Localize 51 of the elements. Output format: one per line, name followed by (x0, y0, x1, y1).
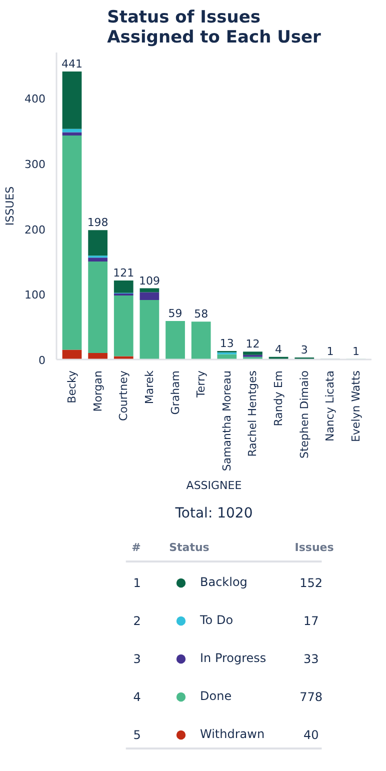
text: Issues (294, 541, 334, 554)
total-label: 441 (61, 58, 82, 71)
text: Status (169, 541, 210, 554)
x-tick-label: Stephen Dimaio (298, 370, 311, 459)
text: # (132, 541, 141, 554)
x-tick-label: Courtney (117, 370, 130, 421)
total-label: 59 (168, 307, 182, 320)
total-label: 1 (352, 344, 360, 358)
y-tick-label: 100 (24, 288, 46, 302)
total-label: 109 (138, 274, 160, 288)
text: 5 (133, 728, 141, 742)
legend-label: Done (200, 688, 232, 705)
total-label: 1 (326, 344, 334, 358)
text: 152 (300, 576, 323, 590)
text: Total: 1020 (174, 506, 253, 522)
y-tick-label: 0 (38, 354, 46, 367)
x-tick-label: Marek (142, 370, 156, 404)
text: 2 (133, 614, 141, 628)
total-label: 198 (87, 216, 108, 230)
y-axis-title: ISSUES (4, 186, 17, 226)
x-axis-title: ASSIGNEE (186, 479, 242, 492)
text: 3 (133, 652, 141, 666)
total-label: 58 (194, 308, 208, 321)
y-tick-label: 400 (24, 92, 46, 106)
x-tick-label: Becky (65, 370, 78, 404)
total-label: 12 (246, 338, 260, 351)
text: 33 (303, 652, 319, 666)
total-label: 3 (300, 344, 308, 357)
text: 4 (133, 690, 141, 704)
text: 17 (303, 614, 319, 628)
total-label: 121 (113, 266, 134, 280)
legend-label: In Progress (200, 650, 266, 667)
legend-label: To Do (200, 612, 234, 629)
text: 40 (303, 728, 319, 742)
y-tick-label: 200 (24, 223, 46, 236)
x-tick-label: Evelyn Watts (350, 370, 363, 442)
x-tick-label: Graham (168, 370, 182, 415)
text: 778 (300, 690, 323, 704)
x-tick-label: Rachel Hentges (246, 370, 260, 457)
x-tick-label: Randy Em (272, 370, 286, 426)
total-label: 4 (275, 342, 282, 356)
x-tick-label: Morgan (91, 370, 104, 412)
total-label: 13 (220, 337, 234, 350)
y-tick-label: 300 (24, 158, 46, 172)
legend-label: Backlog (200, 574, 248, 591)
x-tick-label: Nancy Licata (324, 370, 337, 442)
legend-label: Withdrawn (200, 726, 265, 743)
x-tick-label: Terry (194, 370, 208, 398)
chart-title: Status of Issues Assigned to Each User (107, 8, 322, 48)
text: 1 (133, 576, 141, 590)
x-tick-label: Samantha Moreau (220, 370, 234, 472)
